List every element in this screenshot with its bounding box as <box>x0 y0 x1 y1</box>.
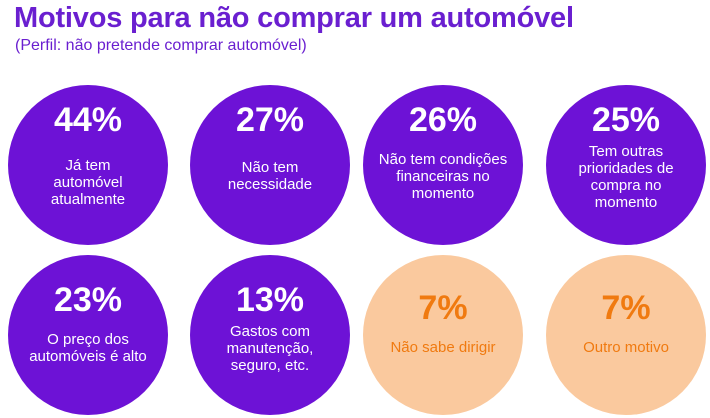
reason-value: 25% <box>591 101 661 139</box>
reason-label: Não sabe dirigir <box>390 339 496 356</box>
reason-bubble-7: 7% Não sabe dirigir <box>363 255 523 415</box>
reason-bubble-8: 7% Outro motivo <box>546 255 706 415</box>
reason-value: 26% <box>408 101 478 139</box>
reason-value: 44% <box>53 101 123 139</box>
reason-label: Gastos com manutenção, seguro, etc. <box>226 323 314 374</box>
reason-label: Não tem necessidade <box>227 159 313 193</box>
reason-label: O preço dos automóveis é alto <box>29 331 147 365</box>
reason-label: Já tem automóvel atualmente <box>50 157 126 208</box>
reason-value: 7% <box>601 289 651 327</box>
reason-bubble-2: 27% Não tem necessidade <box>190 85 350 245</box>
reason-bubble-5: 23% O preço dos automóveis é alto <box>8 255 168 415</box>
reason-value: 27% <box>235 101 305 139</box>
reason-bubble-6: 13% Gastos com manutenção, seguro, etc. <box>190 255 350 415</box>
reason-bubble-4: 25% Tem outras prioridades de compra no … <box>546 85 706 245</box>
chart-subtitle: (Perfil: não pretende comprar automóvel) <box>15 37 307 54</box>
reason-label: Não tem condições financeiras no momento <box>378 151 508 202</box>
reason-label: Outro motivo <box>583 339 669 356</box>
chart-title: Motivos para não comprar um automóvel <box>14 2 574 34</box>
reason-label: Tem outras prioridades de compra no mome… <box>578 143 674 211</box>
reason-value: 7% <box>418 289 468 327</box>
reason-value: 13% <box>235 281 305 319</box>
reason-bubble-1: 44% Já tem automóvel atualmente <box>8 85 168 245</box>
reason-value: 23% <box>53 281 123 319</box>
reason-bubble-3: 26% Não tem condições financeiras no mom… <box>363 85 523 245</box>
